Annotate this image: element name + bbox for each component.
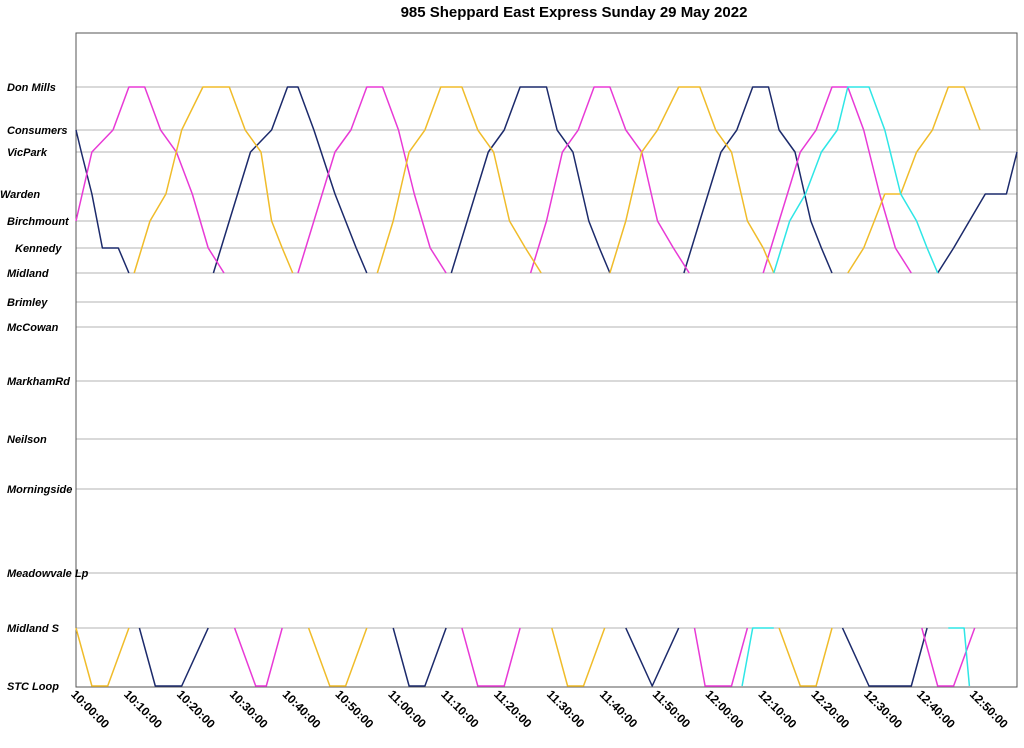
x-tick: 10:30:00 bbox=[227, 687, 271, 731]
trip-line-navy-3 bbox=[392, 627, 447, 687]
trip-line-magenta-10 bbox=[233, 627, 283, 687]
x-tick-label: 11:10:00 bbox=[438, 687, 482, 731]
x-tick-label: 11:40:00 bbox=[597, 687, 641, 731]
plot-frame bbox=[75, 32, 1018, 688]
x-tick: 12:20:00 bbox=[808, 687, 852, 731]
trip-line-gold-22 bbox=[609, 86, 775, 274]
stop-label: VicPark bbox=[7, 147, 48, 159]
x-tick-label: 12:20:00 bbox=[808, 687, 852, 731]
x-tick-label: 12:30:00 bbox=[861, 687, 905, 731]
trip-line-magenta-11 bbox=[297, 86, 447, 274]
x-tick-label: 12:50:00 bbox=[967, 687, 1011, 731]
stop-label: Neilson bbox=[7, 434, 47, 446]
x-tick: 11:40:00 bbox=[597, 687, 641, 731]
trip-line-gold-20 bbox=[376, 86, 542, 274]
x-tick-label: 10:20:00 bbox=[174, 687, 218, 731]
x-tick: 12:40:00 bbox=[914, 687, 958, 731]
trip-line-magenta-16 bbox=[921, 627, 976, 687]
stop-label: Kennedy bbox=[15, 243, 62, 255]
trip-line-navy-2 bbox=[212, 86, 368, 274]
x-tick-labels: 10:00:00 10:10:00 10:20:00 10:30:00 10:40:00… bbox=[68, 687, 1011, 731]
x-tick: 10:10:00 bbox=[121, 687, 165, 731]
trip-line-gold-23 bbox=[778, 627, 833, 687]
x-tick-label: 11:30:00 bbox=[544, 687, 588, 731]
x-tick-label: 11:00:00 bbox=[385, 687, 429, 731]
trip-line-gold-24 bbox=[847, 86, 981, 274]
x-tick-label: 11:50:00 bbox=[650, 687, 694, 731]
trip-line-magenta-15 bbox=[762, 86, 912, 274]
x-tick: 11:10:00 bbox=[438, 687, 482, 731]
x-tick: 11:30:00 bbox=[544, 687, 588, 731]
x-tick-label: 10:30:00 bbox=[227, 687, 271, 731]
trip-line-magenta-13 bbox=[529, 86, 690, 274]
trip-line-gold-19 bbox=[307, 627, 368, 687]
trip-line-magenta-12 bbox=[461, 627, 521, 687]
x-tick: 12:00:00 bbox=[703, 687, 747, 731]
stop-label: Meadowvale Lp bbox=[7, 568, 89, 580]
trip-line-cyan-25 bbox=[741, 627, 774, 687]
trip-line-navy-5 bbox=[625, 627, 680, 687]
x-tick: 12:30:00 bbox=[861, 687, 905, 731]
stop-label: STC Loop bbox=[7, 681, 59, 693]
stop-label: Warden bbox=[0, 189, 40, 201]
trip-line-gold-17 bbox=[75, 627, 130, 687]
trip-line-navy-6 bbox=[683, 86, 833, 274]
trip-line-navy-8 bbox=[937, 151, 1018, 274]
x-tick-label: 12:00:00 bbox=[703, 687, 747, 731]
x-tick: 10:50:00 bbox=[333, 687, 377, 731]
x-tick: 10:00:00 bbox=[68, 687, 112, 731]
trip-line-magenta-9 bbox=[75, 86, 225, 274]
stop-label: Midland S bbox=[7, 623, 60, 635]
trip-line-navy-1 bbox=[138, 627, 209, 687]
gridlines bbox=[76, 86, 1017, 629]
trip-line-gold-21 bbox=[551, 627, 606, 687]
trip-line-gold-18 bbox=[133, 86, 294, 274]
x-tick-label: 12:10:00 bbox=[755, 687, 799, 731]
trip-line-magenta-14 bbox=[693, 627, 749, 687]
x-tick-label: 12:40:00 bbox=[914, 687, 958, 731]
x-tick: 10:20:00 bbox=[174, 687, 218, 731]
trip-line-cyan-27 bbox=[948, 627, 971, 687]
stop-label: Brimley bbox=[7, 297, 48, 309]
x-tick: 11:50:00 bbox=[650, 687, 694, 731]
x-tick-label: 10:40:00 bbox=[280, 687, 324, 731]
x-tick: 12:50:00 bbox=[967, 687, 1011, 731]
x-tick: 11:00:00 bbox=[385, 687, 429, 731]
x-tick: 10:40:00 bbox=[280, 687, 324, 731]
stop-label: Don Mills bbox=[7, 82, 56, 94]
stop-label: McCowan bbox=[7, 322, 59, 334]
x-tick: 12:10:00 bbox=[755, 687, 799, 731]
trip-line-navy-4 bbox=[450, 86, 611, 274]
stop-label: Midland bbox=[7, 268, 49, 280]
stop-label: Morningside bbox=[7, 484, 72, 496]
x-tick-label: 10:00:00 bbox=[68, 687, 112, 731]
stop-label: MarkhamRd bbox=[7, 376, 70, 388]
x-tick-label: 11:20:00 bbox=[491, 687, 535, 731]
trip-line-cyan-26 bbox=[773, 86, 939, 274]
x-tick: 11:20:00 bbox=[491, 687, 535, 731]
trip-line-navy-7 bbox=[841, 627, 928, 687]
x-tick-label: 10:10:00 bbox=[121, 687, 165, 731]
trip-line-navy-0 bbox=[75, 129, 130, 274]
stop-label: Birchmount bbox=[7, 216, 70, 228]
chart-title: 985 Sheppard East Express Sunday 29 May … bbox=[401, 4, 748, 21]
trip-lines bbox=[75, 86, 1018, 687]
x-tick-label: 10:50:00 bbox=[333, 687, 377, 731]
stop-label: Consumers bbox=[7, 125, 68, 137]
stop-labels: Don Mills Consumers VicPark Warden Birchmoun… bbox=[0, 82, 89, 693]
